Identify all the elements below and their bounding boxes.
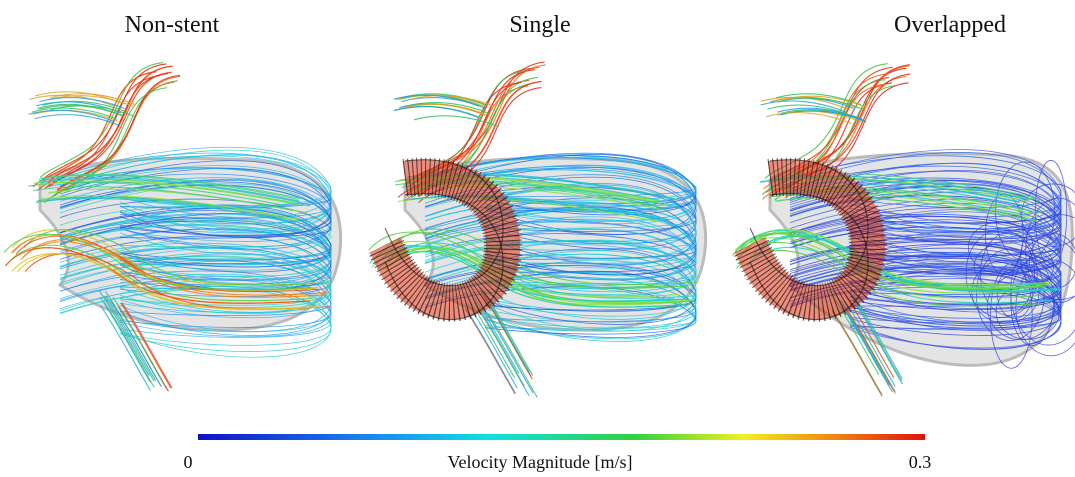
colorbar-max: 0.3 bbox=[909, 452, 932, 472]
figure: Non-stent Single Overlapped 0 Velocity M… bbox=[0, 0, 1075, 477]
streamline bbox=[402, 104, 487, 115]
panel-title: Single bbox=[509, 12, 570, 38]
streamline bbox=[761, 97, 846, 108]
colorbar-label: Velocity Magnitude [m/s] bbox=[448, 452, 633, 472]
streamline-panel bbox=[369, 62, 706, 398]
panel-title: Non-stent bbox=[125, 12, 220, 38]
colorbar-min: 0 bbox=[184, 452, 193, 472]
streamline-panel bbox=[733, 64, 1075, 397]
panels bbox=[4, 62, 1075, 398]
panel-title: Overlapped bbox=[894, 12, 1006, 38]
colorbar bbox=[198, 434, 925, 440]
streamline-panel bbox=[4, 63, 340, 392]
streamline bbox=[35, 115, 120, 126]
